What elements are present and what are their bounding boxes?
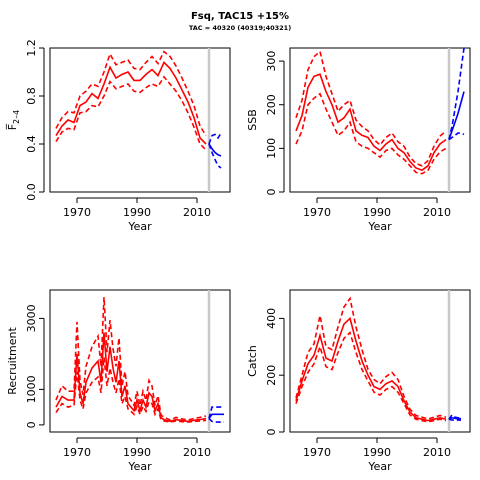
catch-x-tick-label: 1990 (363, 446, 391, 459)
ssb-x-tick-label: 1970 (303, 206, 331, 219)
f-projection-lower-line (208, 143, 222, 169)
catch-projection-upper-line (448, 413, 461, 420)
recruitment-y-axis-label: Recruitment (6, 327, 19, 395)
f-x-tick-label: 1990 (123, 206, 151, 219)
ssb-historical-upper-line (295, 50, 447, 167)
chart-title: Fsq, TAC15 +15% (190, 11, 290, 22)
ssb-y-tick-label: 300 (265, 51, 278, 72)
recruitment-panel: 1970 1990 2010 Year 0 1000 3000 Recruitment (6, 289, 231, 473)
ssb-panel: 1970 1990 2010 Year 0 100 200 300 SSB (246, 47, 471, 233)
catch-historical-median-line (295, 316, 447, 422)
f-x-tick-label: 2010 (183, 206, 211, 219)
f-panel: 1970 1990 2010 Year 0.0 0.4 0.8 1.2 F̅2–4 (6, 39, 231, 233)
recruitment-plot-frame (49, 289, 231, 433)
recruitment-projection-lower-line (208, 417, 224, 423)
recruitment-projection-median-line (208, 413, 224, 419)
recruitment-historical-upper-line (55, 297, 207, 421)
catch-panel: 1970 1990 2010 Year 0 200 400 Catch (246, 289, 471, 473)
ssb-historical-lower-line (295, 92, 447, 175)
recruitment-y-tick-label: 0 (25, 421, 38, 428)
f-y-tick-label: 0.8 (25, 87, 38, 105)
catch-x-tick-label: 2010 (423, 446, 451, 459)
ssb-y-tick-label: 0 (265, 189, 278, 196)
ssb-y-axis-label: SSB (246, 109, 259, 131)
catch-y-tick-label: 0 (265, 429, 278, 436)
ssb-x-tick-label: 2010 (423, 206, 451, 219)
catch-x-axis-label: Year (367, 460, 392, 473)
f-y-tick-label: 0.4 (25, 135, 38, 153)
ssb-x-axis-label: Year (367, 220, 392, 233)
ssb-y-tick-label: 200 (265, 94, 278, 115)
catch-historical-upper-line (295, 296, 447, 420)
ssb-y-tick-label: 100 (265, 138, 278, 159)
catch-y-tick-label: 400 (265, 308, 278, 329)
recruitment-x-axis-label: Year (127, 460, 152, 473)
f-x-axis-label: Year (127, 220, 152, 233)
catch-y-tick-label: 200 (265, 365, 278, 386)
catch-x-tick-label: 1970 (303, 446, 331, 459)
ssb-projection-median-line (448, 91, 465, 140)
recruitment-y-tick-label: 3000 (25, 304, 38, 332)
recruitment-y-tick-label: 1000 (25, 375, 38, 403)
recruitment-historical-lower-line (55, 357, 207, 423)
f-y-tick-label: 0.0 (25, 183, 38, 201)
catch-plot-frame (289, 289, 471, 433)
f-y-axis-label: F̅2–4 (6, 110, 21, 131)
chart-subtitle: TAC = 40320 (40319;40321) (188, 24, 292, 32)
recruitment-x-tick-label: 1970 (63, 446, 91, 459)
f-projection-upper-line (208, 132, 222, 145)
recruitment-x-tick-label: 2010 (183, 446, 211, 459)
catch-projection-lower-line (448, 418, 461, 421)
f-x-tick-label: 1970 (63, 206, 91, 219)
f-projection-median-line (208, 143, 222, 157)
catch-projection-median-line (448, 416, 462, 420)
f-plot-frame (49, 47, 231, 193)
catch-historical-lower-line (295, 331, 447, 423)
catch-y-axis-label: Catch (246, 345, 259, 377)
ssb-x-tick-label: 1990 (363, 206, 391, 219)
ssb-plot-frame (289, 47, 471, 193)
recruitment-projection-upper-line (208, 406, 224, 419)
f-y-tick-label: 1.2 (25, 39, 38, 57)
recruitment-historical-median-line (55, 332, 207, 423)
ssb-historical-median-line (295, 73, 447, 172)
recruitment-x-tick-label: 1990 (123, 446, 151, 459)
f-historical-lower-line (55, 75, 207, 151)
ssb-projection-upper-line (448, 47, 465, 140)
f-historical-median-line (55, 61, 207, 145)
ssb-projection-lower-line (448, 132, 465, 141)
